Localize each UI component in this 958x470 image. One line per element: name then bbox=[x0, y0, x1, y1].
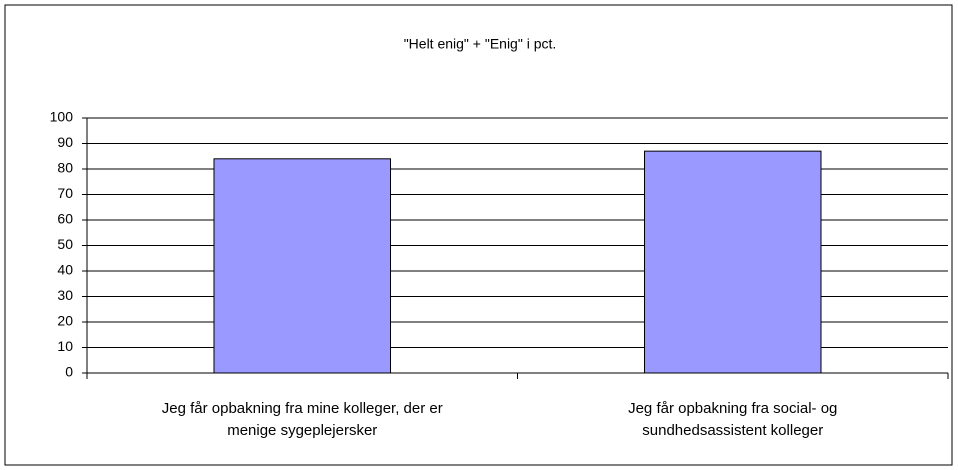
x-tick-label: Jeg får opbakning fra social- og sundhed… bbox=[628, 400, 838, 439]
bar bbox=[643, 150, 822, 374]
bar bbox=[213, 158, 392, 374]
y-tick-label: 100 bbox=[50, 109, 74, 125]
y-tick-label: 60 bbox=[57, 211, 73, 227]
y-tick-label: 10 bbox=[57, 338, 73, 354]
y-tick-label: 20 bbox=[57, 313, 73, 329]
x-tick-label: Jeg får opbakning fra mine kolleger, der… bbox=[161, 400, 443, 439]
chart-title: "Helt enig" + "Enig" i pct. bbox=[404, 36, 557, 52]
y-tick-label: 0 bbox=[65, 364, 73, 380]
y-tick-label: 30 bbox=[57, 287, 73, 303]
y-tick-label: 40 bbox=[57, 262, 73, 278]
y-tick-label: 50 bbox=[57, 236, 73, 252]
y-tick-label: 90 bbox=[57, 134, 73, 150]
y-tick-label: 70 bbox=[57, 185, 73, 201]
y-tick-label: 80 bbox=[57, 160, 73, 176]
